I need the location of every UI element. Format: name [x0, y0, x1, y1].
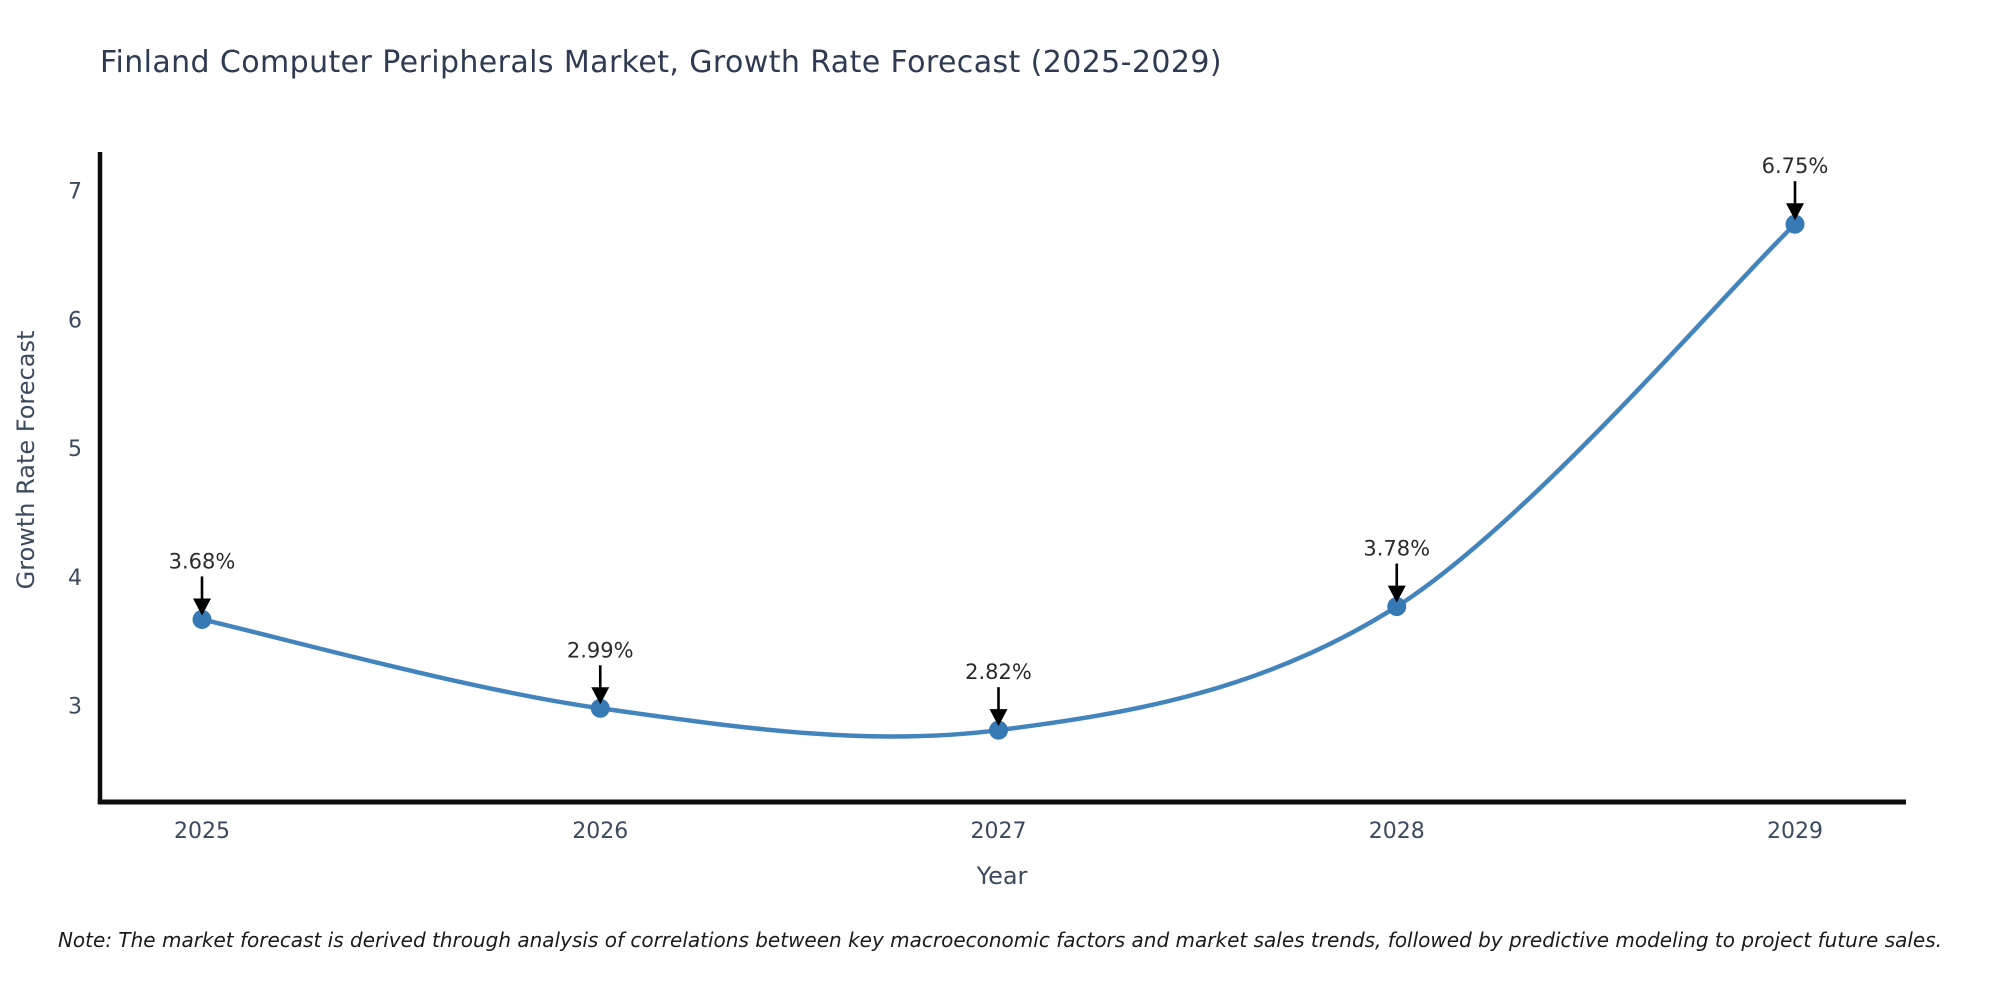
annotation-arrowhead-icon — [1786, 203, 1804, 221]
data-point-marker — [989, 720, 1008, 740]
x-tick-label: 2026 — [572, 819, 628, 844]
point-value-label: 2.82% — [965, 660, 1032, 684]
annotation-arrowhead-icon — [591, 687, 610, 705]
x-axis-tick-labels: 2025 2026 2027 2028 2029 — [174, 819, 1823, 844]
x-axis-title: Year — [976, 862, 1028, 890]
data-point-marker — [590, 698, 610, 718]
x-tick-label: 2028 — [1369, 819, 1425, 844]
point-value-label: 3.78% — [1363, 537, 1430, 561]
point-value-label: 6.75% — [1762, 154, 1829, 178]
y-tick-label: 6 — [68, 308, 82, 333]
y-tick-label: 5 — [68, 437, 82, 462]
y-tick-label: 3 — [68, 695, 82, 720]
point-annotations: 3.68% 2.99% 2.82% 3.78% 6.75% — [169, 154, 1829, 727]
chart-title: Finland Computer Peripherals Market, Gro… — [100, 45, 1222, 80]
annotation-arrowhead-icon — [989, 709, 1008, 727]
data-point-marker — [1387, 597, 1407, 617]
y-axis-tick-labels: 3 4 5 6 7 — [68, 180, 82, 720]
x-tick-label: 2025 — [174, 819, 230, 844]
point-value-label: 2.99% — [567, 638, 634, 662]
point-value-label: 3.68% — [169, 549, 236, 573]
annotation-arrowhead-icon — [1387, 585, 1406, 603]
y-tick-label: 7 — [68, 180, 82, 205]
annotation-arrowhead-icon — [193, 598, 211, 616]
data-point-marker — [1785, 214, 1805, 234]
data-point-marker — [192, 609, 212, 629]
growth-rate-line — [199, 221, 1798, 739]
footnote: Note: The market forecast is derived thr… — [58, 928, 1942, 952]
data-series — [192, 214, 1805, 740]
y-tick-label: 4 — [68, 566, 82, 591]
y-axis-title: Growth Rate Forecast — [12, 331, 40, 590]
x-tick-label: 2029 — [1767, 819, 1823, 844]
x-tick-label: 2027 — [971, 819, 1027, 844]
